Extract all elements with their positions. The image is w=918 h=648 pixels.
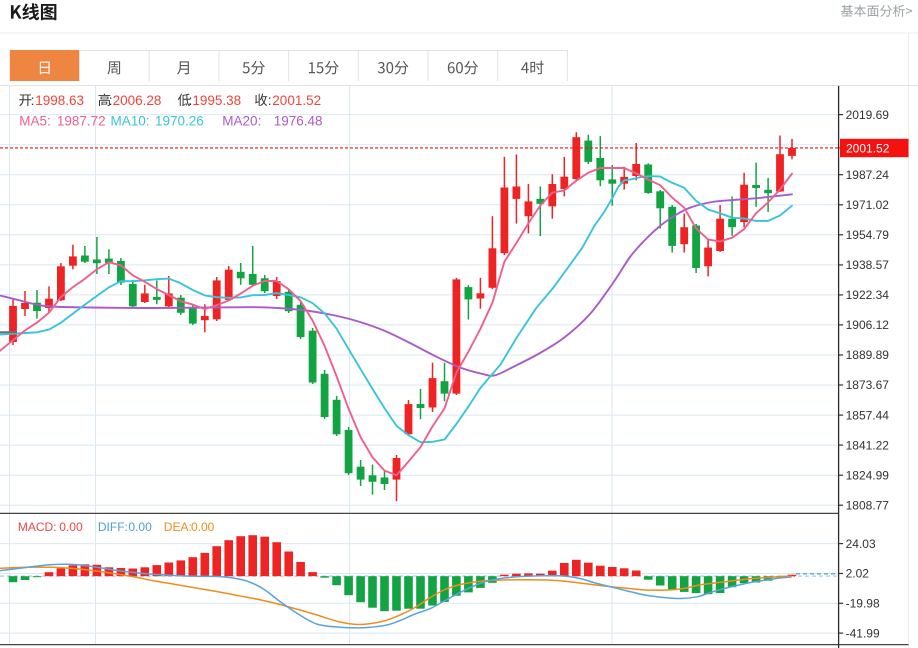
svg-text:1841.22: 1841.22 — [846, 438, 890, 452]
svg-text:0.00: 0.00 — [59, 520, 83, 534]
svg-text:1970.26: 1970.26 — [155, 113, 204, 128]
svg-text:MA10:: MA10: — [111, 113, 150, 128]
svg-text:DIFF:: DIFF: — [98, 520, 128, 534]
svg-text:1998.63: 1998.63 — [35, 93, 84, 108]
svg-text:MA20:: MA20: — [222, 113, 261, 128]
svg-text:2019.69: 2019.69 — [846, 108, 890, 122]
svg-text:1938.57: 1938.57 — [846, 258, 890, 272]
svg-text:1873.67: 1873.67 — [846, 378, 890, 392]
svg-text:1906.12: 1906.12 — [846, 318, 890, 332]
svg-text:1987.72: 1987.72 — [57, 113, 106, 128]
svg-text:1954.79: 1954.79 — [846, 228, 890, 242]
svg-text:1976.48: 1976.48 — [274, 113, 323, 128]
svg-text:2001.52: 2001.52 — [272, 93, 321, 108]
svg-text:1987.24: 1987.24 — [846, 168, 890, 182]
svg-text:1922.34: 1922.34 — [846, 288, 890, 302]
svg-text::: : — [189, 93, 193, 108]
svg-text:1808.77: 1808.77 — [846, 498, 890, 512]
svg-text:2.02: 2.02 — [846, 567, 870, 581]
svg-text:DEA:: DEA: — [164, 520, 192, 534]
svg-text:2001.52: 2001.52 — [846, 142, 890, 156]
svg-text:1971.02: 1971.02 — [846, 198, 890, 212]
svg-text:1889.89: 1889.89 — [846, 348, 890, 362]
svg-text:0.00: 0.00 — [128, 520, 152, 534]
svg-text::: : — [268, 93, 272, 108]
svg-text:0.00: 0.00 — [191, 520, 215, 534]
svg-text:MACD:: MACD: — [18, 520, 57, 534]
svg-text:1857.44: 1857.44 — [846, 408, 890, 422]
svg-text:1995.38: 1995.38 — [192, 93, 241, 108]
svg-text:-41.99: -41.99 — [846, 626, 880, 640]
svg-text:MA5:: MA5: — [19, 113, 51, 128]
svg-text::: : — [31, 93, 35, 108]
svg-text:2006.28: 2006.28 — [113, 93, 162, 108]
svg-text:24.03: 24.03 — [846, 537, 876, 551]
svg-text:-19.98: -19.98 — [846, 597, 880, 611]
svg-text::: : — [109, 93, 113, 108]
svg-text:1824.99: 1824.99 — [846, 468, 890, 482]
